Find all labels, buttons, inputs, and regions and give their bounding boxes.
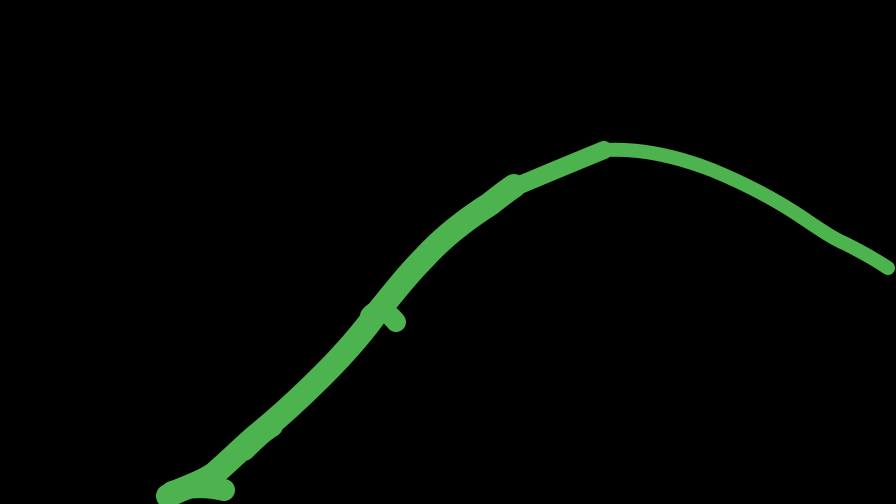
stroke-segment-thick: [156, 174, 526, 504]
stroke-segment-medium: [499, 141, 613, 199]
stroke-blob-upper: [360, 300, 406, 332]
stroke-blob-mid: [233, 415, 283, 461]
stroke-blob-lower: [161, 476, 235, 503]
green-stroke: [156, 141, 895, 504]
stroke-segment-thin: [597, 142, 895, 275]
